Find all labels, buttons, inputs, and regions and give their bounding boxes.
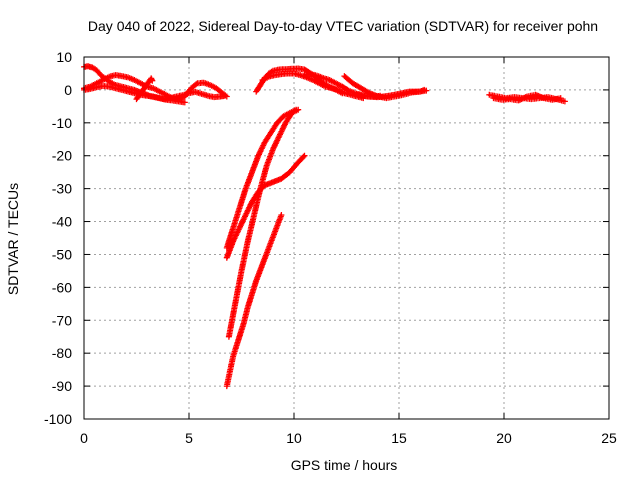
axis-ticks bbox=[83, 56, 610, 420]
x-tick-label: 20 bbox=[496, 430, 512, 446]
series-markers bbox=[81, 83, 188, 106]
series-arc-mid-low bbox=[81, 83, 188, 106]
series-markers bbox=[490, 91, 564, 104]
grid bbox=[84, 57, 609, 419]
y-tick-label: -80 bbox=[52, 345, 72, 361]
y-axis-title: SDTVAR / TECUs bbox=[5, 183, 21, 295]
series-arc-evening-2 bbox=[490, 91, 564, 104]
y-tick-label: -70 bbox=[52, 312, 72, 328]
y-tick-label: -60 bbox=[52, 279, 72, 295]
y-tick-label: 0 bbox=[64, 82, 72, 98]
series-markers bbox=[133, 75, 156, 103]
y-tick-label: -30 bbox=[52, 181, 72, 197]
chart-title: Day 040 of 2022, Sidereal Day-to-day VTE… bbox=[88, 18, 598, 34]
y-tick-label: -100 bbox=[44, 411, 72, 427]
x-tick-label: 25 bbox=[601, 430, 617, 446]
series-arc-afternoon-2 bbox=[354, 86, 428, 101]
x-tick-label: 15 bbox=[391, 430, 407, 446]
y-tick-label: -40 bbox=[52, 214, 72, 230]
series-markers bbox=[225, 106, 302, 340]
y-tick-label: 10 bbox=[56, 49, 72, 65]
x-axis-title: GPS time / hours bbox=[291, 457, 398, 473]
series-markers bbox=[223, 106, 300, 251]
y-tick-label: -90 bbox=[52, 378, 72, 394]
y-tick-label: -20 bbox=[52, 148, 72, 164]
series-steep-left bbox=[223, 212, 285, 390]
series-markers bbox=[354, 86, 428, 101]
x-tick-label: 5 bbox=[185, 430, 193, 446]
plot-frame bbox=[83, 56, 610, 420]
series-markers bbox=[223, 212, 285, 390]
series-steep-right bbox=[225, 106, 302, 340]
y-tick-label: -10 bbox=[52, 115, 72, 131]
y-tick-label: -50 bbox=[52, 246, 72, 262]
tick-labels: 0 5 10 15 20 25 10 0 -10 -20 -30 -40 -50 -60 -70 -80 -90… bbox=[44, 49, 617, 446]
x-tick-label: 10 bbox=[286, 430, 302, 446]
x-tick-label: 0 bbox=[80, 430, 88, 446]
data-points bbox=[81, 63, 568, 390]
series-isolated bbox=[133, 75, 156, 103]
series-steep-outer bbox=[223, 106, 300, 251]
